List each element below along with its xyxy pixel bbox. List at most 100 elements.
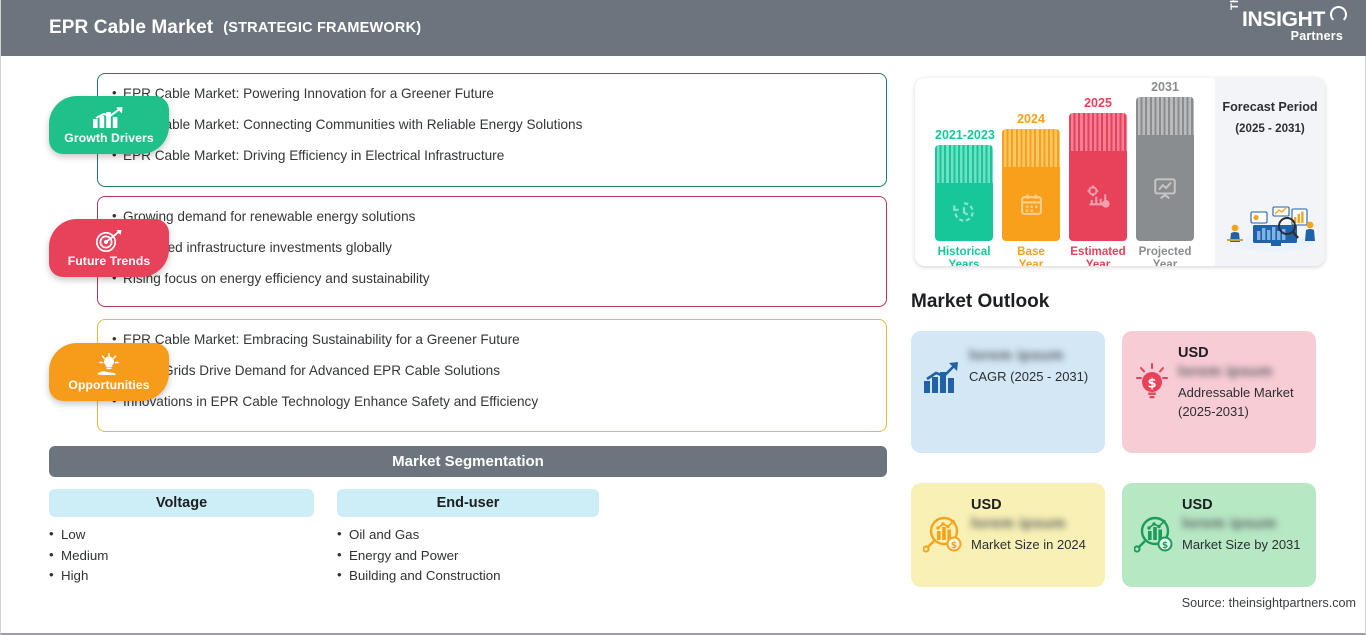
outlook-label: CAGR (2025 - 2031) <box>969 369 1089 384</box>
outlook-card-addressable-market[interactable]: $ USD lorem ipsum Addressable Market (20… <box>1122 331 1316 453</box>
lightbulb-dollar-icon: $ <box>1134 363 1170 406</box>
growth-drivers-list: EPR Cable Market: Powering Innovation fo… <box>98 74 886 164</box>
outlook-currency: USD <box>1178 345 1209 361</box>
market-outlook-title: Market Outlook <box>911 291 1050 312</box>
bar-shape <box>1069 113 1127 241</box>
badge-label: Growth Drivers <box>64 130 154 145</box>
list-item: Oil and Gas <box>337 524 599 546</box>
history-clock-icon <box>953 202 974 222</box>
timeline-year: 2025 <box>1084 96 1112 110</box>
svg-text:$: $ <box>951 541 957 551</box>
forecast-period: (2025 - 2031) <box>1235 121 1305 135</box>
badge-future-trends[interactable]: Future Trends <box>49 219 169 277</box>
source-text: Source: theinsightpartners.com <box>1181 596 1356 610</box>
list-item: Medium <box>49 545 314 567</box>
badge-label: Opportunities <box>68 377 150 392</box>
bar-shape <box>935 145 993 241</box>
outlook-currency: USD <box>1182 497 1213 513</box>
badge-opportunities[interactable]: Opportunities <box>49 343 169 401</box>
segment-list: Oil and Gas Energy and Power Building an… <box>337 524 599 587</box>
page-header: EPR Cable Market (STRATEGIC FRAMEWORK) T… <box>1 0 1366 56</box>
timeline-caption: Projected Year <box>1138 245 1192 266</box>
timeline-bar-projected: 2031 Projected Year <box>1136 80 1194 266</box>
opportunities-list: EPR Cable Market: Embracing Sustainabili… <box>98 320 886 410</box>
badge-label: Future Trends <box>67 253 151 268</box>
bar-body <box>935 183 993 241</box>
bar-body <box>1069 151 1127 241</box>
analytics-gear-icon <box>1086 184 1110 208</box>
timeline-caption: Historical Years <box>937 245 991 266</box>
segmentation-column-voltage: Voltage Low Medium High <box>49 489 314 587</box>
outlook-card-body: lorem ipsum CAGR (2025 - 2031) <box>969 345 1095 387</box>
right-column: 2021-2023 Historical Years <box>901 56 1366 635</box>
list-item: Growing demand for renewable energy solu… <box>112 209 886 225</box>
analytics-illustration <box>1221 195 1319 258</box>
insight-partners-logo: The INSIGHT Partners <box>1229 0 1349 49</box>
bar-stripes <box>935 145 993 183</box>
list-item: Innovations in EPR Cable Technology Enha… <box>112 394 886 410</box>
opportunities-panel: EPR Cable Market: Embracing Sustainabili… <box>97 319 887 432</box>
bar-stripes <box>1002 129 1060 167</box>
calendar-icon <box>1020 194 1042 215</box>
list-item: Energy and Power <box>337 545 599 567</box>
bar-stripes <box>1136 97 1194 135</box>
outlook-label: Addressable Market (2025-2031) <box>1178 385 1294 419</box>
list-item: EPR Cable Market: Connecting Communities… <box>112 117 886 133</box>
timeline-caption: Base Year <box>1017 245 1045 266</box>
badge-growth-drivers[interactable]: Growth Drivers <box>49 96 169 154</box>
timeline-bars: 2021-2023 Historical Years <box>935 78 1205 266</box>
bar-shape <box>1136 97 1194 241</box>
bar-body <box>1136 135 1194 241</box>
future-trends-panel: Growing demand for renewable energy solu… <box>97 196 887 307</box>
outlook-value: lorem ipsum <box>971 515 1066 532</box>
market-segmentation-header: Market Segmentation <box>49 446 887 477</box>
magnifier-chart-dollar-icon: $ <box>922 515 963 558</box>
timeline-bar-base: 2024 Base Year <box>1002 112 1060 266</box>
forecast-label: Forecast Period <box>1222 100 1318 114</box>
left-column: EPR Cable Market: Powering Innovation fo… <box>1 56 901 635</box>
target-dartboard-icon <box>94 229 124 253</box>
segment-title: Voltage <box>49 489 314 517</box>
timeline-card: 2021-2023 Historical Years <box>915 78 1325 266</box>
outlook-value: lorem ipsum <box>1182 515 1277 532</box>
magnifier-chart-dollar-icon: $ <box>1133 515 1174 558</box>
outlook-currency: USD <box>971 497 1002 513</box>
timeline-bar-historical: 2021-2023 Historical Years <box>935 128 995 266</box>
outlook-card-body: USD lorem ipsum Market Size in 2024 <box>971 497 1095 555</box>
segment-list: Low Medium High <box>49 524 314 587</box>
list-item: High <box>49 565 314 587</box>
outlook-card-cagr[interactable]: lorem ipsum CAGR (2025 - 2031) <box>911 331 1105 453</box>
segment-title: End-user <box>337 489 599 517</box>
outlook-value: lorem ipsum <box>969 347 1064 364</box>
timeline-caption: Estimated Year <box>1070 245 1126 266</box>
forecast-period-panel: Forecast Period (2025 - 2031) <box>1215 78 1325 266</box>
outlook-label: Market Size by 2031 <box>1182 537 1301 552</box>
timeline-year: 2021-2023 <box>935 128 995 142</box>
list-item: Smart Grids Drive Demand for Advanced EP… <box>112 363 886 379</box>
bar-chart-arrow-icon <box>923 361 961 400</box>
list-item: EPR Cable Market: Driving Efficiency in … <box>112 148 886 164</box>
outlook-label: Market Size in 2024 <box>971 537 1086 552</box>
bar-body <box>1002 167 1060 241</box>
list-item: Rising focus on energy efficiency and su… <box>112 271 886 287</box>
timeline-year: 2024 <box>1017 112 1045 126</box>
logo-partners-text: Partners <box>1290 29 1343 43</box>
bar-chart-growth-icon <box>92 106 126 130</box>
list-item: EPR Cable Market: Powering Innovation fo… <box>112 86 886 102</box>
outlook-card-market-size-2024[interactable]: $ USD lorem ipsum Market Size in 2024 <box>911 483 1105 587</box>
timeline-bar-estimated: 2025 Estimated Year <box>1069 96 1127 266</box>
logo-the-text: The <box>1229 0 1241 10</box>
outlook-card-market-size-2031[interactable]: $ USD lorem ipsum Market Size by 2031 <box>1122 483 1316 587</box>
lightbulb-hand-icon <box>93 352 125 377</box>
list-item: Increased infrastructure investments glo… <box>112 240 886 256</box>
growth-drivers-panel: EPR Cable Market: Powering Innovation fo… <box>97 73 887 187</box>
future-trends-list: Growing demand for renewable energy solu… <box>98 197 886 287</box>
list-item: EPR Cable Market: Embracing Sustainabili… <box>112 332 886 348</box>
list-item: Building and Construction <box>337 565 599 587</box>
page-title: EPR Cable Market <box>49 17 214 38</box>
svg-text:$: $ <box>1162 541 1168 551</box>
bar-stripes <box>1069 113 1127 151</box>
list-item: Low <box>49 524 314 546</box>
market-segmentation-title: Market Segmentation <box>392 453 544 470</box>
